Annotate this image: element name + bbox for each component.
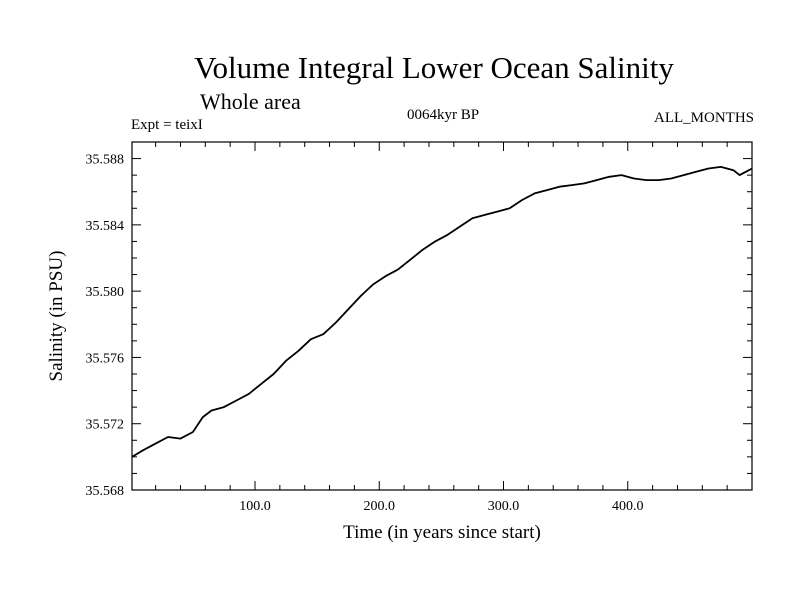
x-axis-title: Time (in years since start): [343, 522, 541, 543]
series-group: [131, 166, 753, 458]
months-label: ALL_MONTHS: [654, 110, 754, 126]
experiment-label: Expt = teixI: [131, 117, 203, 133]
chart-subtitle: Whole area: [200, 89, 301, 114]
x-tick-label: 200.0: [364, 499, 396, 514]
y-tick-label: 35.576: [86, 351, 125, 366]
x-axis-ticks: 100.0 200.0 300.0 400.0: [155, 142, 753, 514]
y-tick-label: 35.580: [86, 285, 125, 300]
x-tick-label: 100.0: [239, 499, 271, 514]
x-tick-label: 400.0: [612, 499, 644, 514]
x-tick-label: 300.0: [488, 499, 520, 514]
series-line: [131, 166, 753, 458]
y-tick-label: 35.584: [86, 219, 125, 234]
y-axis-ticks: 35.568 35.572 35.576 35.580 35.584 35.588: [86, 141, 752, 499]
chart-title: Volume Integral Lower Ocean Salinity: [194, 50, 674, 85]
y-axis-title: Salinity (in PSU): [46, 251, 67, 382]
y-tick-label: 35.588: [86, 153, 125, 168]
y-tick-label: 35.572: [86, 418, 125, 433]
period-label: 0064kyr BP: [406, 107, 480, 123]
y-tick-label: 35.568: [86, 484, 125, 499]
plot-frame: [131, 141, 753, 491]
